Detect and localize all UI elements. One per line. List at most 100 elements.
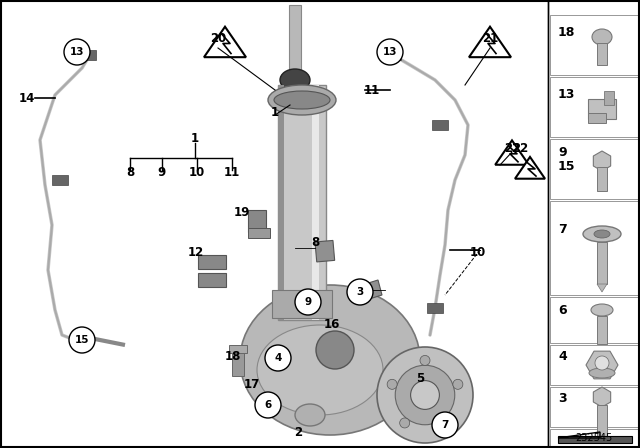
Text: 19: 19: [234, 207, 250, 220]
Bar: [315, 241, 335, 262]
Bar: [248, 210, 266, 232]
Bar: [550, 139, 638, 199]
Bar: [432, 120, 448, 130]
Text: 22: 22: [504, 142, 520, 155]
Circle shape: [255, 392, 281, 418]
Polygon shape: [597, 284, 607, 292]
Ellipse shape: [295, 404, 325, 426]
Bar: [289, 5, 301, 85]
Circle shape: [377, 39, 403, 65]
Circle shape: [64, 39, 90, 65]
Circle shape: [432, 412, 458, 438]
Circle shape: [377, 347, 473, 443]
Ellipse shape: [316, 331, 354, 369]
Bar: [597, 316, 607, 344]
Text: 232545: 232545: [575, 433, 612, 443]
Text: 15: 15: [75, 335, 89, 345]
Text: 4: 4: [558, 350, 567, 363]
Text: 18: 18: [558, 26, 575, 39]
Ellipse shape: [589, 368, 615, 378]
Circle shape: [420, 355, 430, 366]
Bar: [248, 228, 270, 238]
Bar: [604, 91, 614, 105]
Bar: [80, 50, 96, 60]
Ellipse shape: [592, 29, 612, 45]
Bar: [597, 405, 607, 441]
Circle shape: [411, 381, 440, 409]
Text: 13: 13: [558, 89, 575, 102]
Text: 8: 8: [126, 167, 134, 180]
Polygon shape: [362, 280, 382, 300]
Text: 7: 7: [442, 420, 449, 430]
Bar: [278, 85, 326, 320]
Circle shape: [400, 418, 410, 428]
Bar: [278, 85, 284, 320]
Bar: [588, 113, 606, 123]
Polygon shape: [558, 436, 632, 443]
Bar: [427, 303, 443, 313]
Text: 9: 9: [558, 146, 566, 159]
Bar: [312, 85, 319, 320]
Ellipse shape: [280, 69, 310, 91]
Bar: [550, 15, 638, 75]
Text: 9: 9: [305, 297, 312, 307]
Ellipse shape: [240, 285, 420, 435]
Text: 6: 6: [558, 304, 566, 317]
Bar: [597, 43, 607, 65]
Ellipse shape: [591, 304, 613, 316]
Text: 20: 20: [210, 31, 226, 44]
Circle shape: [595, 356, 609, 370]
Ellipse shape: [594, 230, 610, 238]
Bar: [550, 77, 638, 137]
Ellipse shape: [268, 85, 336, 115]
Text: 3: 3: [356, 287, 364, 297]
Text: 13: 13: [70, 47, 84, 57]
Text: 4: 4: [275, 353, 282, 363]
Bar: [588, 99, 616, 119]
Text: 1: 1: [271, 105, 279, 119]
Circle shape: [69, 327, 95, 353]
Text: 14: 14: [19, 91, 35, 104]
Bar: [385, 50, 401, 60]
Ellipse shape: [274, 91, 330, 109]
Bar: [0, 0, 548, 448]
Circle shape: [440, 418, 451, 428]
Text: 8: 8: [311, 236, 319, 249]
Text: 6: 6: [264, 400, 271, 410]
Text: 17: 17: [244, 379, 260, 392]
Text: 22: 22: [512, 142, 528, 155]
Polygon shape: [495, 140, 529, 165]
Bar: [550, 201, 638, 295]
Bar: [232, 348, 244, 376]
Bar: [198, 255, 226, 269]
Bar: [550, 387, 638, 427]
Text: 10: 10: [189, 167, 205, 180]
Circle shape: [453, 379, 463, 389]
Polygon shape: [469, 27, 511, 57]
Text: 15: 15: [558, 160, 575, 173]
Text: 16: 16: [324, 319, 340, 332]
Text: 5: 5: [416, 371, 424, 384]
Text: 3: 3: [558, 392, 566, 405]
Text: 2: 2: [294, 426, 302, 439]
Bar: [550, 345, 638, 385]
Circle shape: [396, 365, 455, 425]
Ellipse shape: [583, 226, 621, 242]
Circle shape: [265, 345, 291, 371]
Text: 7: 7: [558, 223, 567, 236]
Text: 18: 18: [225, 350, 241, 363]
Bar: [548, 0, 640, 448]
Text: 9: 9: [158, 167, 166, 180]
Polygon shape: [204, 27, 246, 57]
Text: 21: 21: [482, 31, 498, 44]
Bar: [272, 290, 332, 318]
Bar: [597, 242, 607, 284]
Polygon shape: [515, 157, 545, 179]
Text: 10: 10: [470, 246, 486, 258]
Bar: [198, 273, 226, 287]
Bar: [550, 297, 638, 343]
Text: 1: 1: [191, 132, 199, 145]
Bar: [72, 337, 88, 347]
Bar: [52, 175, 68, 185]
Text: 11: 11: [364, 83, 380, 96]
